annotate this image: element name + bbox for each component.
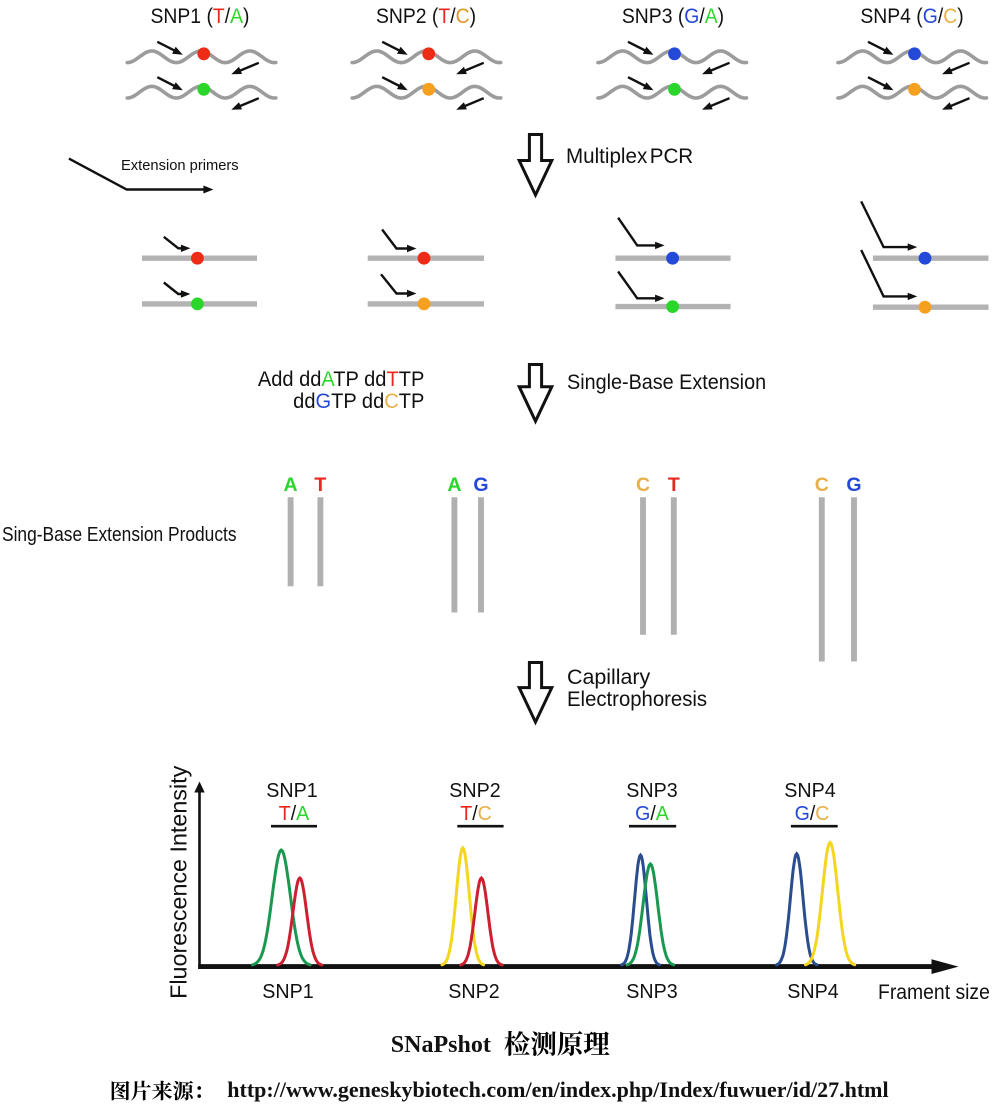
svg-text:Fluorescence Intensity: Fluorescence Intensity	[165, 765, 191, 998]
